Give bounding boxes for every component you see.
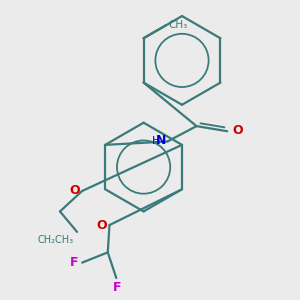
Text: CH₃: CH₃	[168, 20, 188, 30]
Text: O: O	[232, 124, 243, 137]
Text: O: O	[69, 184, 80, 197]
Text: H: H	[152, 136, 161, 146]
Text: CH₂CH₃: CH₂CH₃	[38, 235, 74, 245]
Text: N: N	[156, 134, 167, 147]
Text: F: F	[113, 280, 122, 293]
Text: O: O	[96, 219, 107, 232]
Text: F: F	[70, 256, 79, 269]
